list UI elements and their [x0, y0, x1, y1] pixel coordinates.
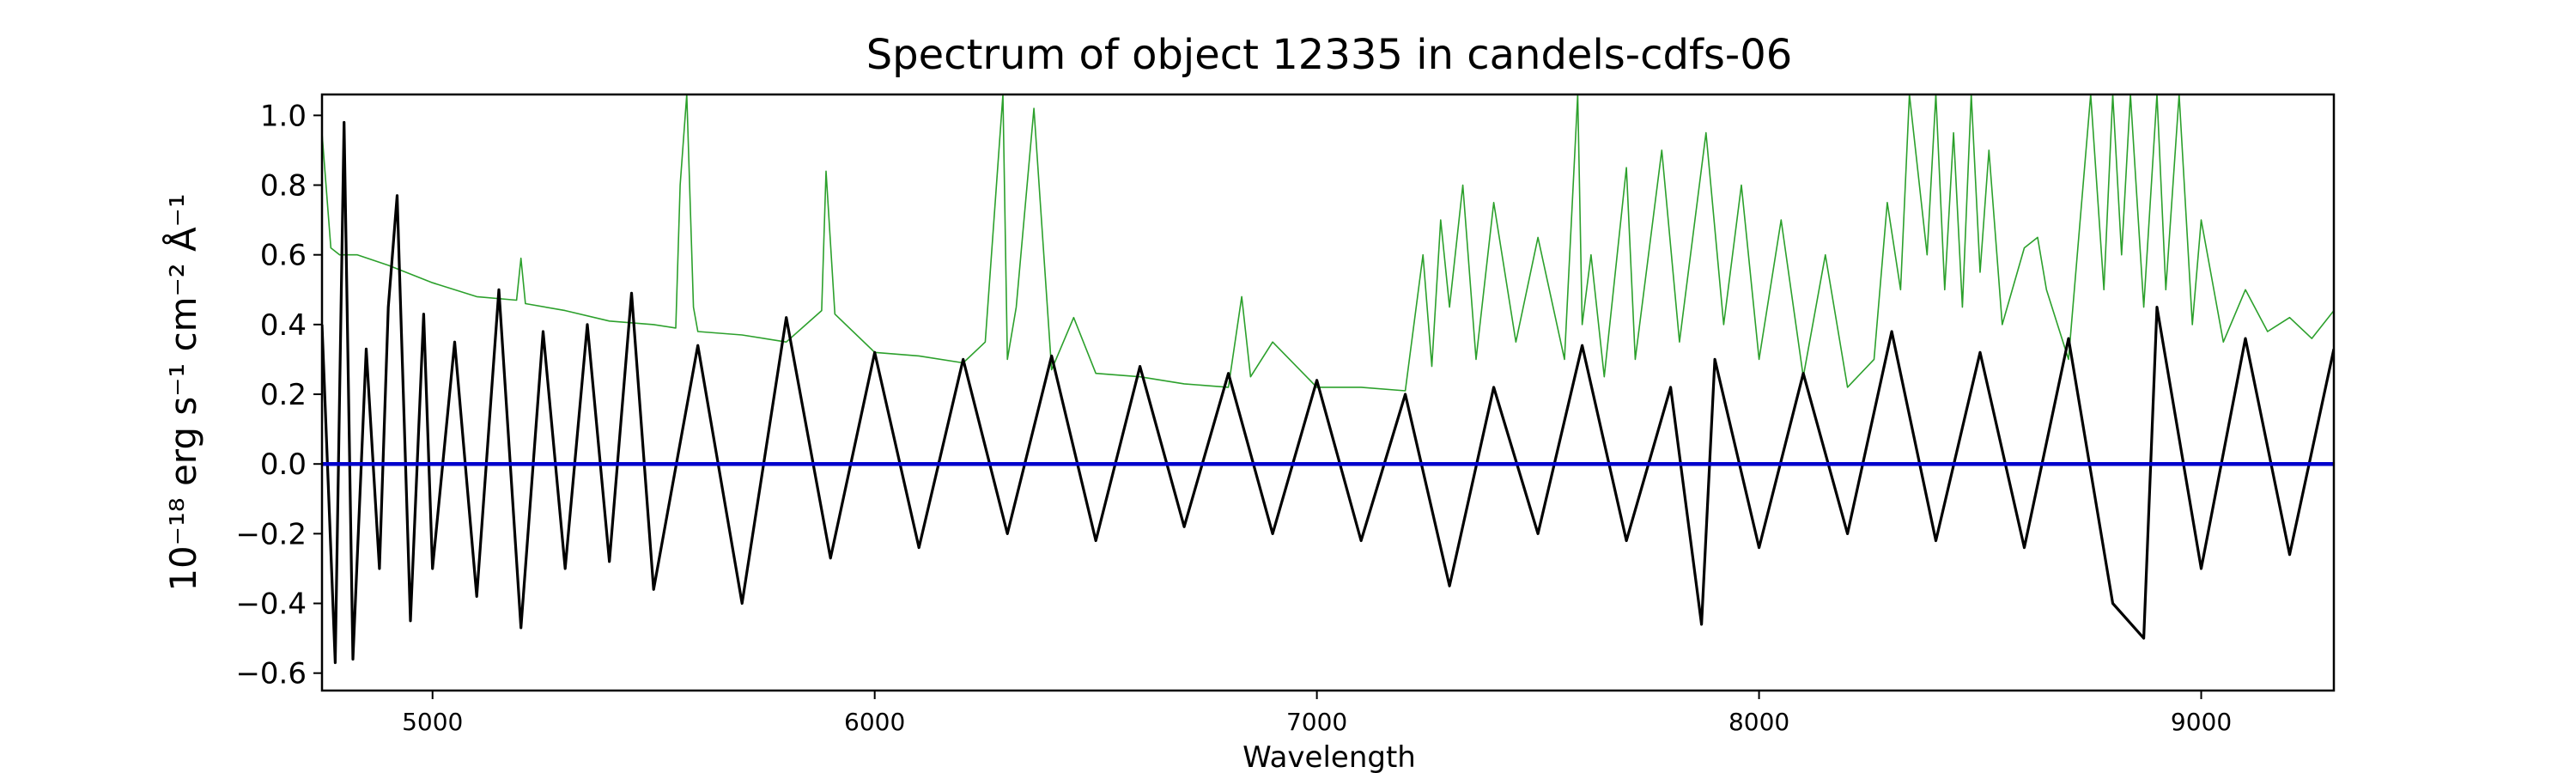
- flux-series-line: [322, 120, 2334, 665]
- y-axis-label: 10⁻¹⁸ erg s⁻¹ cm⁻² Å⁻¹: [161, 193, 204, 591]
- y-tick-label: 1.0: [260, 99, 307, 133]
- y-tick-label: 0.0: [260, 447, 307, 482]
- y-tick-label: 0.6: [260, 239, 307, 273]
- x-tick-label: 7000: [1286, 708, 1347, 736]
- y-tick-label: −0.6: [235, 657, 307, 691]
- series-group: [322, 94, 2334, 665]
- x-tick-label: 9000: [2171, 708, 2232, 736]
- x-axis-ticks: 5000 6000 7000 8000 9000: [402, 691, 2232, 736]
- error-series-line: [322, 94, 2334, 392]
- x-tick-label: 6000: [844, 708, 905, 736]
- x-axis-label: Wavelength: [1242, 740, 1416, 773]
- plot-frame: [320, 93, 2336, 692]
- y-tick-label: 0.4: [260, 308, 307, 343]
- y-tick-label: −0.4: [235, 587, 307, 622]
- x-tick-label: 8000: [1728, 708, 1789, 736]
- chart-title: Spectrum of object 12335 in candels-cdfs…: [866, 31, 1793, 79]
- y-axis-ticks: −0.6 −0.4 −0.2 0.0 0.2 0.4 0.6 0.8 1.0: [235, 99, 322, 691]
- y-tick-label: −0.2: [235, 517, 307, 551]
- y-tick-label: 0.8: [260, 169, 307, 204]
- x-tick-label: 5000: [402, 708, 463, 736]
- y-tick-label: 0.2: [260, 378, 307, 412]
